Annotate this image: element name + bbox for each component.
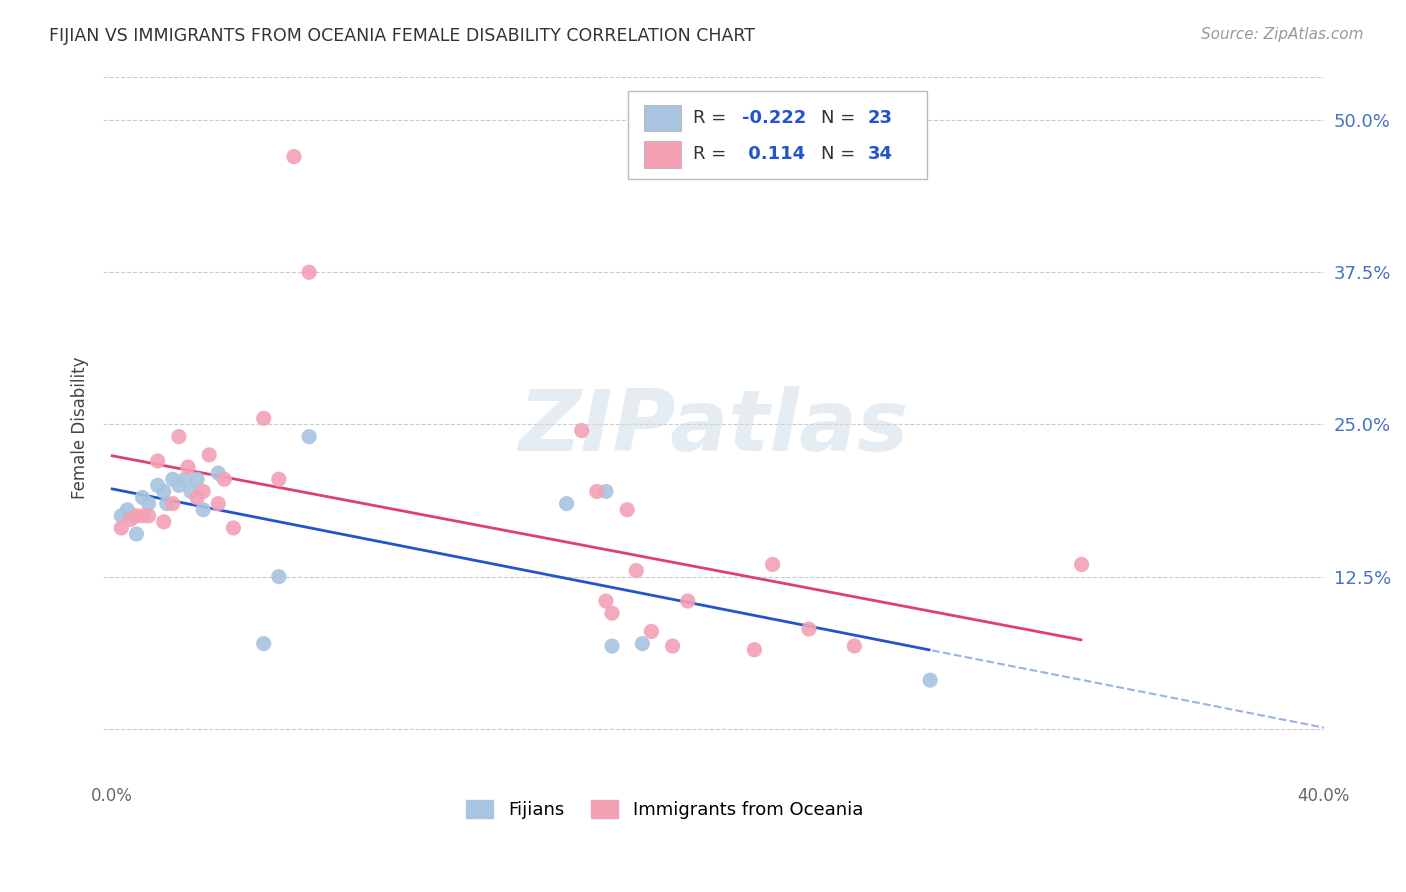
- Point: [198, 448, 221, 462]
- Text: 34: 34: [868, 145, 893, 163]
- Text: -0.222: -0.222: [741, 109, 806, 127]
- Point: [125, 527, 148, 541]
- Text: N =: N =: [821, 145, 860, 163]
- Point: [661, 639, 683, 653]
- Point: [186, 491, 208, 505]
- Point: [207, 466, 229, 480]
- Point: [600, 606, 623, 620]
- Point: [626, 564, 648, 578]
- Point: [267, 472, 290, 486]
- Point: [177, 460, 200, 475]
- FancyBboxPatch shape: [644, 104, 681, 131]
- Point: [253, 411, 276, 425]
- Y-axis label: Female Disability: Female Disability: [72, 356, 89, 499]
- Text: R =: R =: [693, 109, 731, 127]
- Legend: Fijians, Immigrants from Oceania: Fijians, Immigrants from Oceania: [461, 795, 869, 824]
- Text: 23: 23: [868, 109, 893, 127]
- Point: [131, 508, 153, 523]
- Point: [138, 497, 160, 511]
- Point: [571, 424, 593, 438]
- Text: FIJIAN VS IMMIGRANTS FROM OCEANIA FEMALE DISABILITY CORRELATION CHART: FIJIAN VS IMMIGRANTS FROM OCEANIA FEMALE…: [49, 27, 755, 45]
- Point: [167, 478, 190, 492]
- Text: N =: N =: [821, 109, 860, 127]
- Point: [761, 558, 783, 572]
- Point: [222, 521, 245, 535]
- Point: [186, 472, 208, 486]
- Point: [595, 484, 617, 499]
- Point: [586, 484, 609, 499]
- Point: [117, 502, 139, 516]
- Point: [131, 491, 153, 505]
- Point: [214, 472, 236, 486]
- Point: [191, 484, 214, 499]
- Point: [167, 429, 190, 443]
- Point: [138, 508, 160, 523]
- Text: Source: ZipAtlas.com: Source: ZipAtlas.com: [1201, 27, 1364, 42]
- Point: [120, 512, 142, 526]
- Point: [676, 594, 699, 608]
- Point: [1070, 558, 1092, 572]
- Point: [631, 637, 654, 651]
- Point: [640, 624, 662, 639]
- Text: 0.114: 0.114: [741, 145, 804, 163]
- Point: [162, 472, 184, 486]
- Point: [125, 508, 148, 523]
- Point: [283, 150, 305, 164]
- Point: [110, 508, 132, 523]
- Point: [110, 521, 132, 535]
- Point: [298, 265, 321, 279]
- Point: [156, 497, 179, 511]
- Point: [298, 429, 321, 443]
- Point: [207, 497, 229, 511]
- Point: [616, 502, 638, 516]
- Point: [797, 622, 820, 636]
- Point: [920, 673, 942, 688]
- Text: R =: R =: [693, 145, 738, 163]
- Point: [253, 637, 276, 651]
- Point: [152, 515, 174, 529]
- Point: [555, 497, 578, 511]
- Point: [191, 502, 214, 516]
- Point: [174, 472, 197, 486]
- Point: [152, 484, 174, 499]
- Point: [162, 497, 184, 511]
- Point: [744, 642, 766, 657]
- Point: [595, 594, 617, 608]
- Point: [844, 639, 866, 653]
- Point: [267, 569, 290, 583]
- Text: ZIPatlas: ZIPatlas: [519, 386, 908, 469]
- FancyBboxPatch shape: [644, 141, 681, 168]
- Point: [180, 484, 202, 499]
- Point: [600, 639, 623, 653]
- Point: [146, 454, 169, 468]
- Point: [146, 478, 169, 492]
- FancyBboxPatch shape: [628, 92, 927, 179]
